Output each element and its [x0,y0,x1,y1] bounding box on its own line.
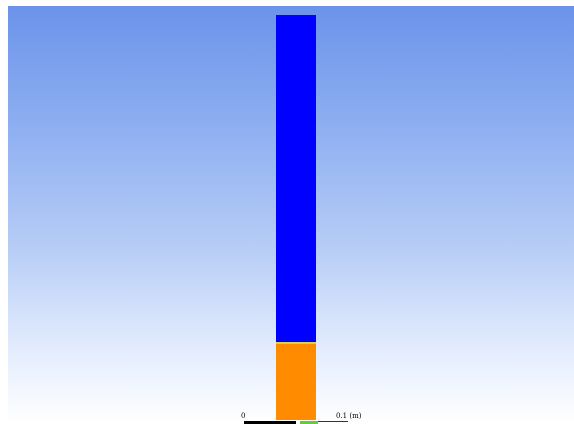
lower-phase-region [276,343,316,420]
domain-column[interactable] [276,15,316,420]
phase-interface [276,342,316,344]
scale-bar-segment-dark [244,421,296,424]
scale-bar-segment-light [296,421,300,424]
scale-bar-min-label: 0 [241,412,246,420]
scale-bar-segment-accent [300,421,318,424]
scale-bar-segment-light-end [318,421,348,424]
scale-bar [244,421,348,424]
upper-phase-region [276,15,316,343]
scale-bar-max-label: 0.1 (m) [336,412,362,420]
